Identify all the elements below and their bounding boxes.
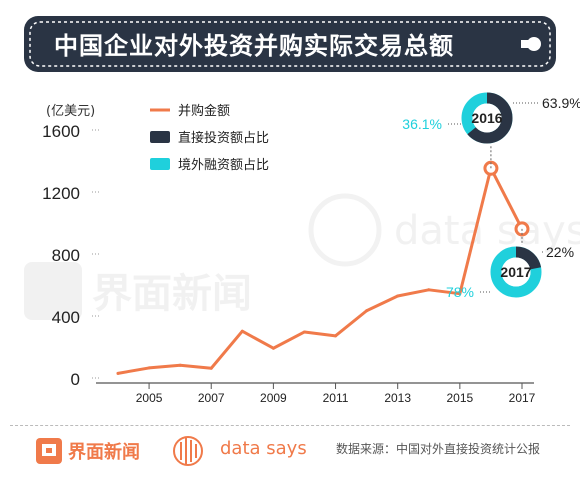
data-source: 数据来源：中国对外直接投资统计公报 [336, 442, 541, 456]
watermark-logo [24, 262, 82, 320]
x-tick-label: 2017 [509, 391, 536, 405]
data-point [240, 329, 244, 333]
donut-center [501, 257, 531, 287]
data-point [396, 294, 400, 298]
donut-year-label: 2017 [500, 264, 531, 280]
footer-divider [10, 425, 570, 426]
data-point [147, 366, 151, 370]
footer-brand-jiemian: 界面新闻 [68, 442, 140, 463]
footer-logos [36, 436, 203, 466]
watermark-text-jiemian: 界面新闻 [92, 271, 252, 317]
x-tick-label: 2015 [446, 391, 473, 405]
y-tick-label: 800 [52, 246, 80, 265]
x-tick-label: 2013 [384, 391, 411, 405]
data-point [365, 309, 369, 313]
donut-year-label: 2016 [471, 110, 502, 126]
x-tick-label: 2009 [260, 391, 287, 405]
y-tick-label: 0 [71, 370, 80, 389]
watermark-text-datasays: data says [394, 208, 580, 254]
data-point [458, 292, 462, 296]
series-line [116, 166, 524, 375]
x-tick-label: 2005 [136, 391, 163, 405]
x-tick-label: 2007 [198, 391, 225, 405]
watermark: 界面新闻 data says [24, 193, 580, 320]
data-point [178, 363, 182, 367]
title-banner [24, 16, 556, 72]
y-tick-label: 1200 [42, 184, 80, 203]
data-point [427, 288, 431, 292]
watermark-circle [308, 193, 382, 267]
footer-brand-datasays: data says [220, 438, 307, 459]
y-tick-label: 400 [52, 308, 80, 327]
data-point [271, 346, 275, 350]
direct-pct-label: 63.9% [542, 95, 580, 111]
legend-swatch [150, 158, 170, 170]
direct-pct-label: 22% [546, 244, 574, 260]
x-tick-label: 2011 [323, 391, 349, 405]
data-point [302, 330, 306, 334]
page-title: 中国企业对外投资并购实际交易总额 [54, 32, 454, 60]
legend-swatch [150, 131, 170, 143]
donut-direct-arc [490, 246, 542, 298]
y-tick-label: 1600 [42, 122, 80, 141]
data-point [116, 371, 120, 375]
legend-label: 并购金额 [178, 103, 230, 119]
legend-label: 境外融资额占比 [178, 158, 269, 173]
data-point [334, 334, 338, 338]
donut-center [472, 103, 502, 133]
data-point [209, 366, 213, 370]
donut-direct-arc [461, 92, 513, 144]
financing-pct-label: 36.1% [402, 116, 442, 132]
financing-pct-label: 78% [446, 284, 474, 300]
y-unit-label: (亿美元) [46, 104, 96, 119]
legend-label: 直接投资额占比 [178, 130, 269, 146]
